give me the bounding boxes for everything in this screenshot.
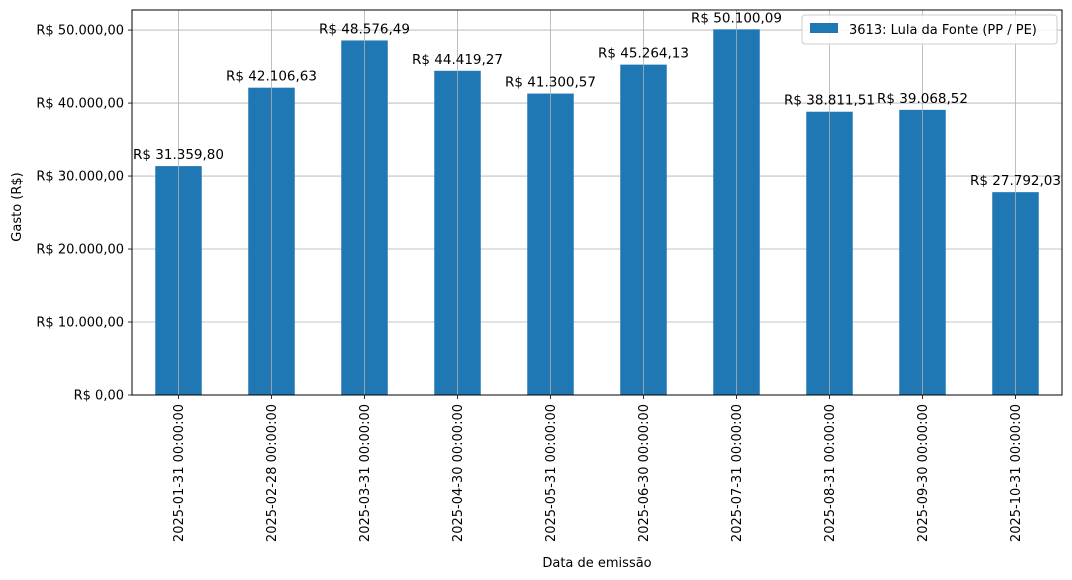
bar-value-label: R$ 31.359,80 [133, 147, 224, 163]
vertical-grid-layer [178, 10, 1016, 395]
x-axis-label: Data de emissão [542, 556, 651, 571]
y-axis-label: Gasto (R$) [10, 172, 25, 241]
x-tick-label: 2025-03-31 00:00:00 [358, 404, 373, 542]
bar-value-label: R$ 27.792,03 [970, 173, 1061, 189]
legend: 3613: Lula da Fonte (PP / PE) [801, 14, 1058, 45]
bar-value-label: R$ 38.811,51 [784, 93, 875, 109]
legend-swatch [810, 23, 838, 33]
bar-value-label: R$ 50.100,09 [691, 10, 782, 26]
bar-value-label: R$ 42.106,63 [226, 69, 317, 85]
x-tick-label: 2025-06-30 00:00:00 [637, 404, 652, 542]
bar-value-label: R$ 45.264,13 [598, 46, 689, 62]
plot-frame [131, 9, 1063, 396]
x-tick-label: 2025-07-31 00:00:00 [730, 404, 745, 542]
x-tick-label: 2025-04-30 00:00:00 [451, 404, 466, 542]
x-tick-label: 2025-01-31 00:00:00 [172, 404, 187, 542]
legend-label: 3613: Lula da Fonte (PP / PE) [849, 23, 1037, 38]
y-tick-label: R$ 20.000,00 [36, 243, 124, 258]
x-tick-label: 2025-05-31 00:00:00 [544, 404, 559, 542]
y-tick-label: R$ 30.000,00 [36, 170, 124, 185]
y-axis-ticks: R$ 0,00 R$ 10.000,00 R$ 20.000,00 R$ 30.000… [36, 24, 132, 404]
bar-value-label: R$ 41.300,57 [505, 75, 596, 91]
y-tick-label: R$ 10.000,00 [36, 316, 124, 331]
bar-value-label: R$ 48.576,49 [319, 21, 410, 37]
y-tick-label: R$ 0,00 [74, 389, 124, 404]
x-tick-label: 2025-08-31 00:00:00 [823, 404, 838, 542]
y-tick-label: R$ 50.000,00 [36, 24, 124, 39]
x-tick-label: 2025-09-30 00:00:00 [916, 404, 931, 542]
y-tick-label: R$ 40.000,00 [36, 97, 124, 112]
data-labels: R$ 31.359,80R$ 42.106,63R$ 48.576,49R$ 4… [133, 10, 1061, 189]
x-tick-label: 2025-02-28 00:00:00 [265, 404, 280, 542]
legend-box [801, 14, 1058, 45]
x-axis-ticks: 2025-01-31 00:00:00 2025-02-28 00:00:00 20… [172, 395, 1024, 542]
bar-value-label: R$ 44.419,27 [412, 52, 503, 68]
bar-value-label: R$ 39.068,52 [877, 91, 968, 107]
x-tick-label: 2025-10-31 00:00:00 [1009, 404, 1024, 542]
